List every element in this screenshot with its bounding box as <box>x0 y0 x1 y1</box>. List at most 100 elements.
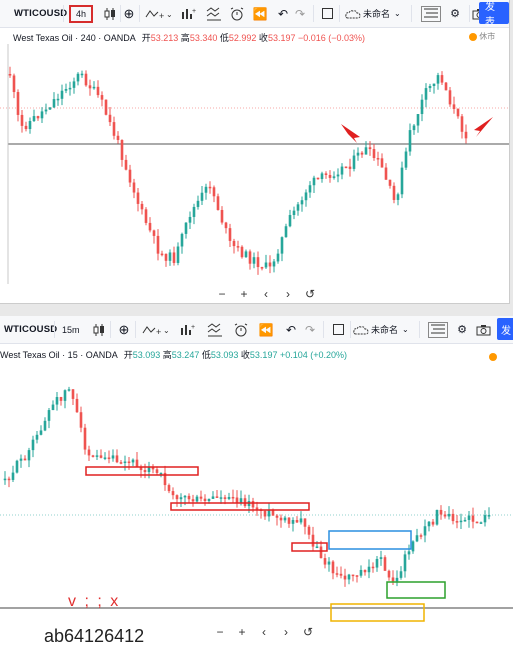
zoom-out-button-2[interactable]: − <box>216 625 224 639</box>
zoom-out-button[interactable]: − <box>218 287 226 301</box>
templates-icon[interactable] <box>205 0 223 27</box>
interval-button[interactable]: 4h <box>69 5 94 23</box>
candle-body <box>172 252 176 263</box>
alert-clock-icon[interactable] <box>228 0 246 27</box>
candle-body <box>75 398 79 413</box>
scroll-right-button[interactable]: › <box>286 287 290 301</box>
high-value: 53.340 <box>189 33 218 43</box>
candle-body <box>176 246 180 263</box>
candle-body <box>244 251 248 258</box>
candle-body <box>128 169 132 183</box>
candle-body <box>443 514 447 517</box>
undo-icon-2[interactable]: ↶ <box>285 322 297 337</box>
compare-add-icon-2[interactable]: ⊕ <box>118 321 130 337</box>
undo-icon[interactable]: ↶ <box>277 6 289 21</box>
candle-body <box>116 135 120 141</box>
zoom-in-button-2[interactable]: + <box>238 625 246 639</box>
candle-body <box>180 233 184 247</box>
candle-body <box>339 573 343 576</box>
candle-body <box>459 520 463 523</box>
alert-clock-icon-2[interactable] <box>232 316 250 343</box>
snapshot-camera-icon-2[interactable] <box>475 316 491 343</box>
zoom-in-button[interactable]: + <box>240 287 248 301</box>
reset-chart-button-2[interactable]: ↺ <box>302 625 314 639</box>
candle-body <box>227 496 231 499</box>
candle-body <box>296 204 300 211</box>
candlestick-chart-4h[interactable] <box>0 44 509 284</box>
candle-body <box>331 561 335 574</box>
candle-body <box>39 430 43 435</box>
candle-body <box>151 467 155 470</box>
fullscreen-icon-2[interactable] <box>331 316 345 343</box>
top-legend: West Texas Oil · 240 · OANDA 开53.213 高53… <box>13 31 365 44</box>
settings-gear-icon[interactable]: ⚙ <box>450 8 460 20</box>
object-tree-icon[interactable] <box>419 0 443 27</box>
candle-body <box>243 498 247 507</box>
templates-icon-2[interactable] <box>206 316 224 343</box>
object-tree-icon-2[interactable] <box>426 316 450 343</box>
candle-body <box>291 520 295 524</box>
candles-style-icon-2[interactable] <box>91 316 107 343</box>
candlestick-chart-15m[interactable] <box>0 360 513 630</box>
layout-menu-button-2[interactable]: 未命名 ⌄ <box>353 316 409 343</box>
candle-body <box>188 216 192 223</box>
candle-body <box>312 177 316 186</box>
reset-chart-button[interactable]: ↺ <box>304 287 316 301</box>
candle-body <box>171 491 175 496</box>
interval-button-2[interactable]: 15m <box>62 316 80 343</box>
candle-body <box>324 173 328 175</box>
fullscreen-icon[interactable] <box>320 0 334 27</box>
candle-body <box>195 496 199 502</box>
financials-icon-2[interactable]: + <box>179 316 195 343</box>
replay-icon[interactable]: ⏪ <box>252 6 268 21</box>
candle-body <box>88 85 92 89</box>
candle-body <box>255 507 259 510</box>
publish-button-2[interactable]: 发 <box>497 318 513 340</box>
replay-icon-2[interactable]: ⏪ <box>258 322 274 337</box>
handwritten-red-note: v ; ; x <box>68 593 121 610</box>
symbol-label: WTICOUSD <box>14 8 68 19</box>
candle-body <box>40 111 44 119</box>
candle-body <box>424 88 428 100</box>
symbol-search-button-2[interactable]: WTICOUSD <box>4 316 57 343</box>
scroll-right-button-2[interactable]: › <box>284 625 288 639</box>
candle-body <box>356 152 360 156</box>
candle-body <box>399 571 403 578</box>
candle-body <box>32 116 36 122</box>
indicators-icon[interactable]: + ⌄ <box>144 0 174 27</box>
candle-body <box>464 131 468 139</box>
low-value-2: 53.093 <box>210 350 239 360</box>
candle-body <box>124 159 128 170</box>
candle-body <box>280 237 284 254</box>
layout-menu-button[interactable]: 未命名 ⌄ <box>345 0 401 27</box>
scroll-left-button[interactable]: ‹ <box>264 287 268 301</box>
indicators-icon-2[interactable]: + ⌄ <box>141 316 171 343</box>
redo-icon-2[interactable]: ↷ <box>304 322 316 337</box>
candles-style-icon[interactable] <box>102 0 118 27</box>
candle-body <box>95 455 99 457</box>
candle-body <box>483 515 487 523</box>
scroll-left-button-2[interactable]: ‹ <box>262 625 266 639</box>
interval-label-2: 15m <box>62 324 80 335</box>
bottom-legend: West Texas Oil · 15 · OANDA 开53.093 高53.… <box>0 348 347 361</box>
candle-body <box>272 261 276 267</box>
candle-body <box>328 174 332 178</box>
low-label: 低 <box>219 33 229 43</box>
candle-body <box>23 458 27 461</box>
candle-body <box>248 251 252 264</box>
redo-icon[interactable]: ↷ <box>294 6 306 21</box>
candle-body <box>224 222 228 229</box>
candle-body <box>451 513 455 522</box>
financials-icon[interactable]: + <box>180 0 196 27</box>
candle-body <box>299 518 303 523</box>
candle-body <box>119 462 123 464</box>
symbol-search-button[interactable]: WTICOUSD <box>14 0 67 27</box>
candle-body <box>220 209 224 223</box>
candle-body <box>108 114 112 123</box>
settings-gear-icon-2[interactable]: ⚙ <box>457 324 467 336</box>
cloud-icon <box>353 325 369 334</box>
publish-button[interactable]: 发表 <box>479 2 509 28</box>
high-label-2: 高 <box>162 350 172 360</box>
compare-add-icon[interactable]: ⊕ <box>123 5 135 21</box>
candle-body <box>179 497 183 500</box>
